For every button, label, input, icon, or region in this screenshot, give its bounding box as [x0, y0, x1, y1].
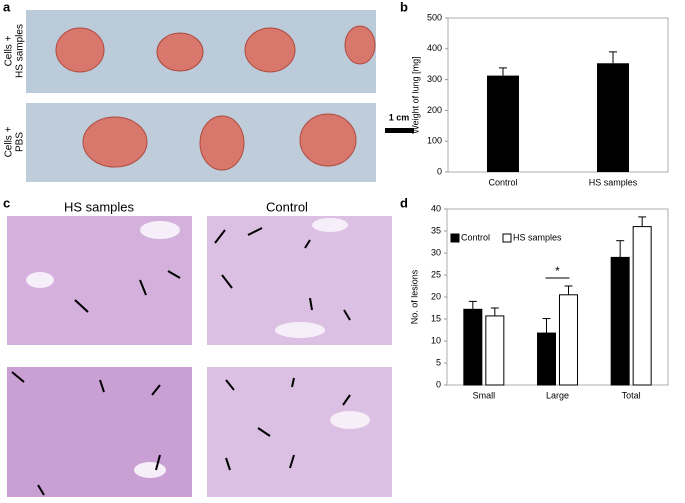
y-axis-label: Weight of lung [mg]: [410, 56, 420, 133]
y-tick-label: 200: [427, 105, 442, 115]
histology: [7, 216, 392, 497]
row-label: Cells +: [4, 126, 15, 157]
y-tick-label: 35: [431, 225, 441, 235]
y-tick-label: 20: [431, 291, 441, 301]
column-header: HS samples: [64, 199, 135, 214]
lungs: [55, 25, 376, 171]
y-tick-label: 25: [431, 269, 441, 279]
y-axis-label: No. of lesions: [409, 269, 419, 324]
y-tick-label: 300: [427, 74, 442, 84]
arrows: [11, 227, 351, 496]
y-tick-label: 400: [427, 43, 442, 53]
bar: [632, 226, 652, 386]
row-label: Cells +: [4, 35, 15, 66]
y-tick-label: 40: [431, 203, 441, 213]
plot-frame: [447, 17, 669, 173]
x-tick-label: HS samples: [589, 177, 638, 187]
x-tick-label: Large: [546, 390, 569, 400]
bar: [537, 332, 556, 386]
significance-mark: *: [555, 264, 560, 278]
y-tick-label: 10: [431, 335, 441, 345]
bar: [463, 308, 483, 386]
x-tick-label: Small: [473, 390, 496, 400]
row-label: HS samples: [15, 24, 26, 78]
bar: [597, 63, 629, 172]
bar: [487, 75, 519, 172]
bar: [485, 315, 505, 386]
y-tick-label: 0: [436, 379, 441, 389]
bar: [559, 294, 578, 386]
scale-bar: [385, 128, 414, 133]
bar: [610, 256, 630, 386]
column-header: Control: [266, 199, 308, 214]
y-tick-label: 5: [436, 357, 441, 367]
panel-label: d: [400, 195, 408, 210]
y-tick-label: 30: [431, 247, 441, 257]
legend-swatch: [502, 233, 512, 243]
panel-label: c: [3, 195, 10, 210]
panel-label: b: [400, 0, 408, 14]
row-label: PBS: [15, 132, 26, 152]
x-tick-label: Total: [622, 390, 641, 400]
legend-label: HS samples: [513, 232, 562, 242]
y-tick-label: 15: [431, 313, 441, 323]
legend-label: Control: [461, 232, 490, 242]
panel-label: a: [3, 0, 11, 14]
y-tick-label: 100: [427, 136, 442, 146]
scale-label: 1 cm: [389, 112, 410, 122]
legend-swatch: [450, 233, 460, 243]
y-tick-label: 500: [427, 12, 442, 22]
y-tick-label: 0: [437, 166, 442, 176]
x-tick-label: Control: [488, 177, 517, 187]
